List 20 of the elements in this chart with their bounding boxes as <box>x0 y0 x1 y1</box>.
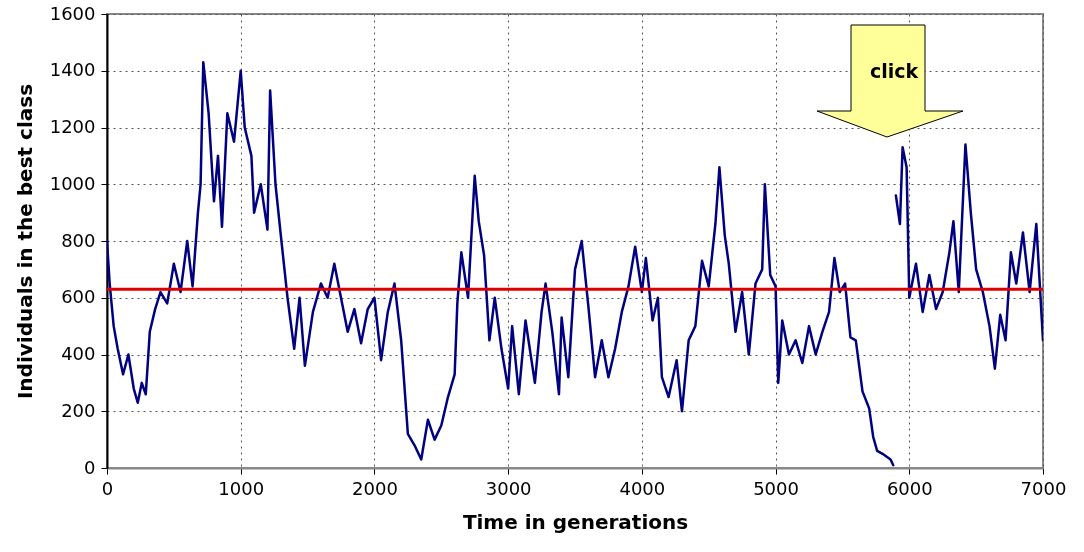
y-tick-label: 1600 <box>49 2 96 24</box>
y-tick-label: 1000 <box>49 172 96 194</box>
y-tick-label: 1200 <box>49 116 96 137</box>
y-tick-label: 600 <box>61 286 96 308</box>
y-tick-label: 800 <box>61 229 96 251</box>
x-tick-label: 0 <box>101 477 114 499</box>
x-tick-label: 3000 <box>485 477 532 499</box>
x-tick-label: 2000 <box>352 477 398 499</box>
annotation: click <box>869 60 919 82</box>
x-tick-label: 4000 <box>619 477 666 499</box>
y-tick-label: 400 <box>61 343 96 364</box>
x-axis-title: Time in generations <box>462 509 689 534</box>
x-tick-label: 6000 <box>886 477 933 499</box>
x-tick-label: 5000 <box>753 477 799 499</box>
y-tick-label: 0 <box>84 456 96 478</box>
y-tick-label: 200 <box>61 399 96 421</box>
x-tick-label: 7000 <box>1020 477 1067 499</box>
y-axis-title: Individuals in the best class <box>12 83 37 400</box>
y-tick-label: 1400 <box>49 59 96 81</box>
x-tick-label: 1000 <box>218 477 265 499</box>
